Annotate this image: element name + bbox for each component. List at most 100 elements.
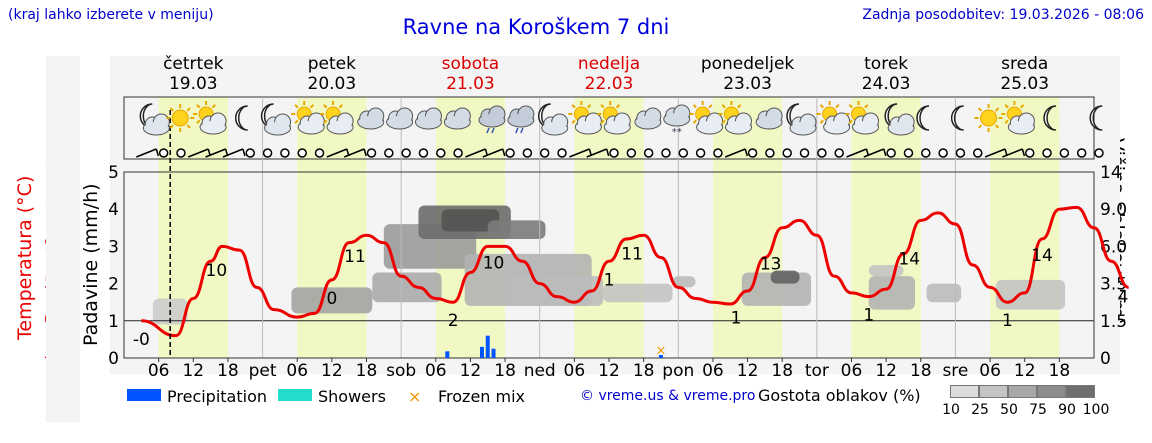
sun-cloud-icon-28 — [1001, 101, 1035, 135]
day-date-4: 23.03 — [723, 74, 772, 94]
day-date-0: 19.03 — [169, 74, 218, 94]
day-date-5: 24.03 — [862, 74, 911, 94]
legend-showers: Showers — [318, 387, 386, 406]
wind-barb-3 — [188, 148, 209, 158]
moon-icon-3 — [234, 105, 248, 131]
cloud-height-tick-4: 1.5 — [1100, 312, 1127, 332]
moon-cloud-icon-21 — [786, 103, 817, 136]
hour-tick-3-0: 06 — [564, 361, 586, 381]
sun-cloud-icon-5 — [291, 101, 325, 135]
temperature-label-1: 10 — [206, 261, 228, 281]
day-name-0: četrtek — [163, 54, 224, 74]
wind-calm-23 — [539, 148, 550, 158]
sun-cloud-icon-6 — [320, 101, 354, 135]
sun-cloud-icon-19 — [718, 101, 752, 135]
precip-tick-0: 5 — [108, 163, 119, 183]
day-name-5: torek — [864, 54, 908, 74]
wind-barb-tick-12 — [363, 148, 367, 157]
wind-barb-42 — [863, 148, 885, 158]
temperature-label-5: 10 — [483, 253, 505, 273]
hour-tick-1-2: 18 — [356, 361, 378, 381]
legend-frozen-mix: Frozen mix — [438, 387, 526, 406]
sun-icon-1 — [166, 104, 195, 132]
cloud-icon-7 — [357, 107, 385, 130]
density-scale-label-1: 25 — [971, 402, 989, 418]
wind-barb-tick-0 — [155, 148, 160, 157]
wind-calm-52 — [1042, 148, 1052, 158]
wind-calm-6 — [245, 148, 255, 158]
cloud-blob-0 — [291, 287, 373, 314]
hour-tick-1-1: 12 — [321, 361, 343, 381]
daylight-band-1 — [297, 97, 367, 358]
day-name-3: nedelja — [578, 54, 640, 74]
wind-barb-tick-42 — [883, 148, 887, 157]
wind-calm-38 — [799, 148, 810, 158]
hour-tick-5-0: 06 — [841, 361, 863, 381]
hour-tick-5-2: 18 — [910, 361, 932, 381]
last-updated: Zadnja posodobitev: 19.03.2026 - 08:06 — [862, 7, 1144, 23]
density-scale-label-4: 90 — [1058, 402, 1076, 418]
day-date-1: 20.03 — [308, 74, 357, 94]
daylight-band-4 — [712, 97, 783, 358]
hour-tick-2-1: 12 — [460, 361, 482, 381]
wind-calm-10 — [314, 148, 325, 158]
wind-calm-54 — [1076, 148, 1087, 158]
temperature-label-3: 11 — [344, 247, 366, 267]
wind-barb-49 — [984, 148, 1006, 158]
wind-calm-47 — [955, 148, 966, 158]
wind-calm-33 — [713, 148, 723, 158]
wind-calm-21 — [505, 148, 515, 158]
cloud-blob-15 — [995, 279, 1066, 310]
density-swatch-0 — [950, 385, 979, 398]
wind-calm-24 — [557, 148, 567, 158]
precip-tick-5: 0 — [108, 349, 119, 369]
legend-precipitation: Precipitation — [167, 387, 268, 406]
precip-bar-0 — [445, 351, 450, 358]
cloud-blob-4 — [441, 209, 500, 232]
precip-tick-2: 3 — [108, 237, 119, 257]
wind-calm-17 — [436, 148, 446, 158]
wind-calm-51 — [1024, 148, 1035, 158]
wind-calm-16 — [418, 148, 429, 158]
density-swatch-4 — [1066, 385, 1095, 398]
density-scale-label-5: 100 — [1082, 402, 1110, 418]
cloud-density-label: Gostota oblakov (%) — [758, 386, 921, 405]
hour-tick-0-1: 12 — [182, 361, 204, 381]
wind-barb-11 — [326, 148, 348, 158]
sun-cloud-icon-22 — [816, 101, 851, 135]
wind-barb-12 — [343, 148, 365, 158]
wind-calm-46 — [938, 148, 948, 158]
copyright: © vreme.us & vreme.pro — [580, 388, 756, 404]
temperature-line — [141, 205, 1130, 338]
temperature-label-6: 1 — [604, 270, 615, 290]
frozen-mix-icon: × — [408, 387, 422, 406]
day-date-6: 25.03 — [1000, 74, 1049, 94]
cloud-height-tick-1: 9.0 — [1100, 200, 1127, 220]
precip-bar-3 — [491, 348, 496, 358]
cloud-icon-10 — [443, 107, 471, 130]
day-name-6: sreda — [1001, 54, 1048, 74]
wind-barb-25 — [569, 148, 590, 158]
day-abbr-5: tor — [805, 361, 829, 381]
temperature-label-9: 13 — [760, 255, 782, 275]
wind-barb-tick-5 — [242, 148, 246, 157]
wind-calm-28 — [626, 148, 637, 158]
cloud-icon-9 — [414, 107, 442, 130]
cloud-icon-8 — [386, 107, 414, 130]
wind-barb-26 — [586, 148, 607, 158]
temperature-label-11: 14 — [898, 250, 920, 270]
cloud-blob-8 — [603, 283, 673, 303]
left-margin-band — [46, 56, 80, 422]
cloud-blob-12 — [868, 276, 916, 310]
wind-calm-32 — [695, 148, 706, 158]
wind-calm-22 — [522, 148, 533, 158]
wind-barb-4 — [205, 148, 226, 158]
wind-calm-1 — [158, 148, 169, 158]
wind-barb-tick-50 — [1021, 148, 1026, 157]
hour-tick-0-0: 06 — [148, 361, 170, 381]
precip-tick-3: 2 — [108, 275, 119, 295]
wind-calm-30 — [661, 148, 671, 158]
sun-cloud-icon-23 — [845, 101, 879, 135]
hour-tick-3-2: 18 — [633, 361, 655, 381]
